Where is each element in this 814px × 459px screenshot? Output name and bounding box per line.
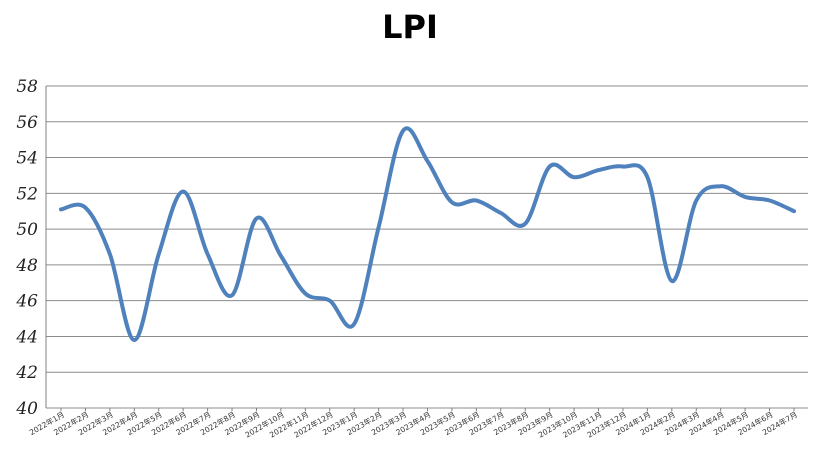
y-tick-label: 44: [15, 327, 38, 347]
data-point: [206, 252, 210, 256]
data-point: [254, 216, 258, 220]
y-tick-label: 42: [15, 363, 38, 383]
series-line-path: [59, 126, 796, 342]
data-point: [426, 159, 430, 163]
data-point: [377, 225, 381, 229]
data-point: [621, 165, 625, 169]
data-point: [132, 338, 136, 342]
data-point: [523, 222, 527, 226]
data-point: [645, 175, 649, 179]
data-point: [59, 207, 63, 211]
data-point: [597, 168, 601, 172]
y-tick-label: 54: [16, 149, 38, 169]
data-point: [499, 211, 503, 215]
data-point: [157, 252, 161, 256]
data-point: [572, 175, 576, 179]
data-point: [694, 198, 698, 202]
y-tick-label: 50: [16, 220, 38, 240]
data-point: [328, 299, 332, 303]
data-point: [181, 190, 185, 194]
gridlines: [46, 85, 808, 409]
x-axis: 2022年1月2022年2月2022年3月2022年4月2022年5月2022年…: [27, 408, 799, 440]
data-point: [83, 206, 87, 210]
data-point: [230, 293, 234, 297]
data-point: [719, 184, 723, 188]
data-point: [743, 195, 747, 199]
y-tick-label: 46: [15, 292, 38, 312]
data-point: [303, 292, 307, 296]
y-tick-label: 58: [16, 77, 38, 97]
chart-title: LPI: [382, 8, 438, 46]
y-tick-label: 52: [16, 184, 38, 204]
data-point: [548, 165, 552, 169]
data-point: [108, 252, 112, 256]
y-tick-label: 40: [15, 399, 38, 419]
data-point: [670, 279, 674, 283]
data-point: [450, 200, 454, 204]
y-axis: 40 42 44 46 48 50 52 54 56 58: [15, 77, 47, 419]
data-point: [352, 322, 356, 326]
series-line: [59, 126, 796, 342]
data-point: [768, 198, 772, 202]
data-point: [401, 129, 405, 133]
data-point: [474, 198, 478, 202]
data-point: [279, 254, 283, 258]
data-point: [792, 209, 796, 213]
y-tick-label: 48: [15, 256, 38, 276]
y-tick-label: 56: [16, 113, 38, 133]
